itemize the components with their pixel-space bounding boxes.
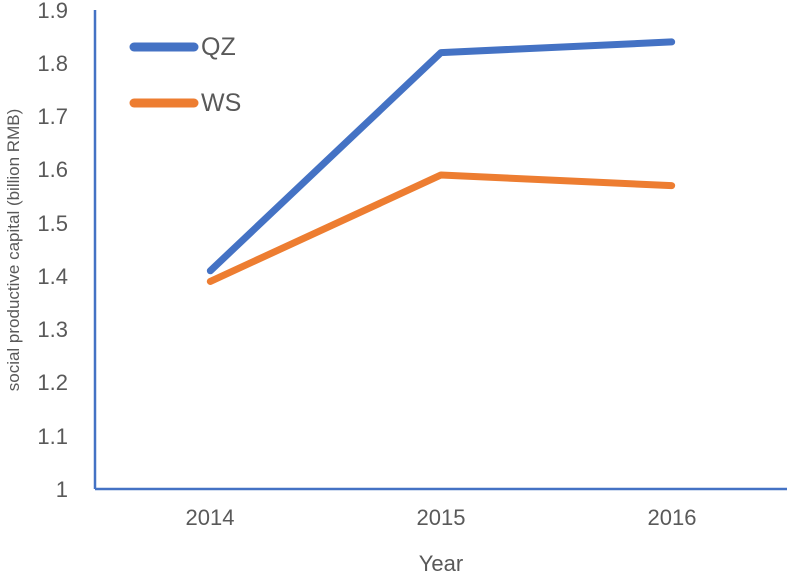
y-tick-label: 1.4 [37, 264, 68, 289]
x-axis-title: Year [418, 551, 464, 576]
y-tick-label: 1.5 [37, 211, 68, 236]
x-tick-label: 2014 [185, 505, 235, 530]
y-tick-label: 1 [55, 477, 68, 502]
y-tick-label: 1.8 [37, 51, 68, 76]
y-tick-label: 1.1 [37, 424, 68, 449]
x-tick-label: 2016 [647, 505, 697, 530]
x-tick-label: 2015 [416, 505, 466, 530]
y-tick-label: 1.2 [37, 370, 68, 395]
y-axis-title: social productive capital (billion RMB) [4, 108, 23, 392]
y-tick-label: 1.6 [37, 157, 68, 182]
y-tick-label: 1.3 [37, 317, 68, 342]
series-line-ws [206, 171, 676, 285]
legend-label-ws: WS [201, 89, 242, 117]
legend-label-qz: QZ [201, 33, 236, 61]
y-tick-label: 1.9 [37, 0, 68, 23]
y-tick-label: 1.7 [37, 104, 68, 129]
series-line-qz [206, 38, 676, 275]
